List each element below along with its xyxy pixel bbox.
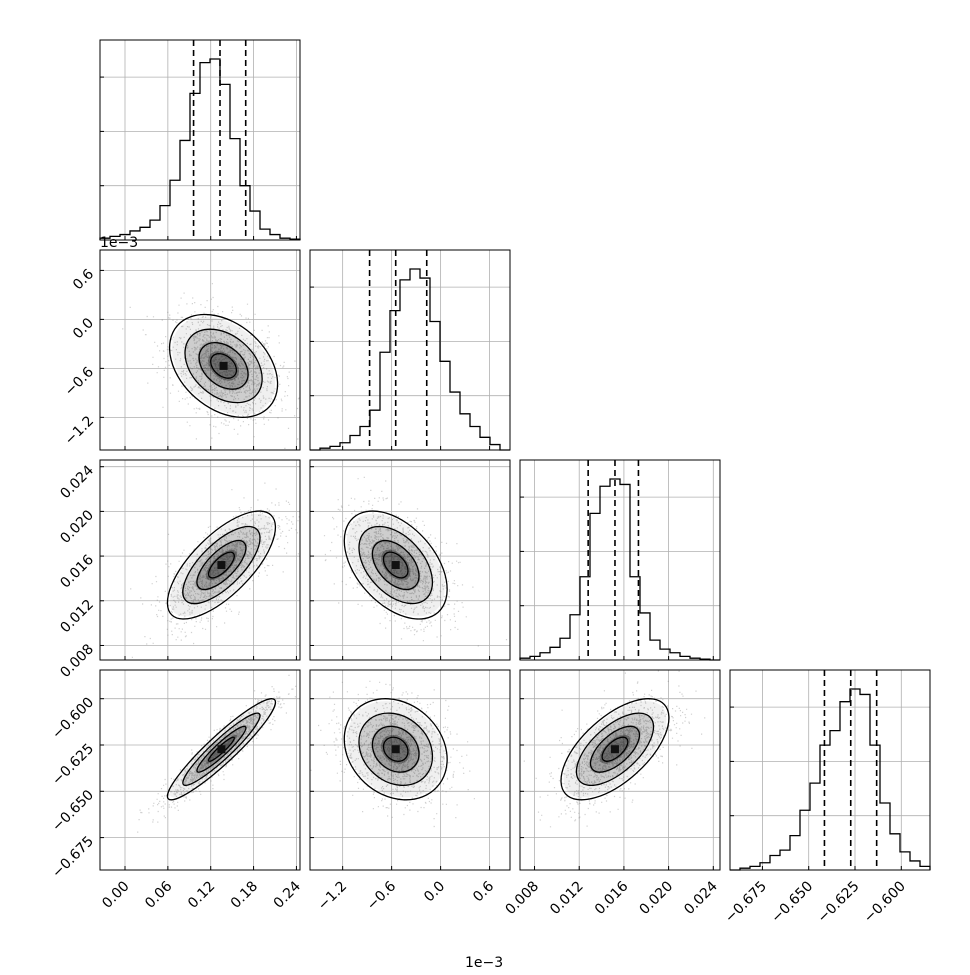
panel-content [310,460,510,660]
histogram-2 [519,478,720,661]
histogram-1 [310,268,510,451]
density-contour [182,712,261,787]
scatter-points [130,482,300,658]
axes-frame [519,669,721,871]
y-tick-label-2: 0.020 [57,507,97,547]
axes-frame [309,459,511,661]
axes-frame [99,669,301,871]
density-contour [358,525,434,605]
x-tick-label-2: 0.020 [637,878,677,918]
y-tick-label-3: −0.675 [49,833,97,881]
density-peak [391,745,400,754]
density-contour [343,510,448,620]
scatter-points [310,680,475,828]
panel-content [310,670,510,870]
offset-text-x: 1e−3 [465,955,503,970]
density-contour [575,712,655,787]
density-contour [168,313,279,418]
panel-content [100,250,300,450]
hist-panel-3 [729,669,931,871]
y-tick-label-2: 0.008 [57,641,97,681]
x-tick-label-1: −1.2 [315,878,350,913]
density-contour [196,539,247,591]
x-tick-label-1: 0.6 [470,878,497,905]
y-tick-label-2: 0.016 [57,552,97,592]
x-tick-label-1: −0.6 [364,878,399,913]
histogram-0 [99,58,301,240]
scatter-panel-3-1 [309,669,511,871]
density-contour [196,725,247,773]
density-peak [391,561,400,570]
y-tick-label-3: −0.625 [49,741,97,789]
density-contour [207,551,235,579]
x-tick-label-0: 0.18 [228,878,261,911]
offset-text-y: 1e−3 [100,235,138,251]
scatter-panel-3-0 [99,669,301,871]
density-contour [601,736,629,762]
x-tick-label-2: 0.016 [592,878,632,918]
x-tick-label-0: 0.06 [142,878,175,911]
panel-content [520,670,720,870]
x-tick-label-2: 0.008 [502,878,542,918]
density-peak [217,561,226,570]
axes-frame [309,249,511,451]
scatter-panel-2-0 [99,459,301,661]
density-contour [210,353,238,379]
density-contour [343,698,448,801]
x-tick-label-3: −0.675 [722,878,770,926]
x-tick-label-0: 0.12 [185,878,218,911]
scatter-points [122,283,300,449]
axes-frame [99,39,301,241]
y-tick-label-1: −0.6 [62,364,97,399]
scatter-panel-1-0 [99,249,301,451]
panel-content [100,460,300,660]
scatter-points [523,670,706,828]
density-contour [166,510,277,620]
density-peak [217,745,226,754]
x-tick-label-2: 0.024 [681,878,721,918]
panel-content [100,670,300,870]
density-contour [382,551,409,579]
scatter-panel-3-2 [519,669,721,871]
density-contour [166,698,277,801]
density-contour [589,725,641,773]
histogram-3 [730,688,931,871]
axes-frame [729,669,931,871]
density-contour [184,328,263,404]
y-tick-label-3: −0.600 [49,694,97,742]
x-tick-label-2: 0.012 [547,878,587,918]
x-tick-label-3: −0.650 [768,878,816,926]
density-peak [219,361,228,370]
density-contour [382,736,409,762]
y-tick-label-1: −1.2 [62,413,97,448]
y-tick-label-2: 0.012 [57,597,97,637]
y-tick-label-2: 0.024 [57,462,97,502]
hist-panel-1 [309,249,511,451]
x-tick-label-3: −0.600 [861,878,909,926]
x-tick-label-1: 0.0 [421,878,448,905]
density-contour [371,725,420,773]
x-tick-label-0: 0.00 [99,878,132,911]
x-tick-label-0: 0.24 [271,878,304,911]
density-contour [560,698,670,801]
axes-frame [99,459,301,661]
axes-frame [519,459,721,661]
x-tick-label-3: −0.625 [815,878,863,926]
axes-frame [309,669,511,871]
y-tick-label-1: 0.6 [70,266,97,293]
y-tick-label-1: 0.0 [70,315,97,342]
scatter-panel-2-1 [309,459,511,661]
density-contour [182,525,261,605]
hist-panel-0 [99,39,301,241]
axes-frame [99,249,301,451]
density-peak [610,745,619,754]
density-contour [358,712,434,787]
density-contour [371,539,420,591]
y-tick-label-3: −0.650 [49,787,97,835]
density-contour [198,342,249,390]
hist-panel-2 [519,459,721,661]
